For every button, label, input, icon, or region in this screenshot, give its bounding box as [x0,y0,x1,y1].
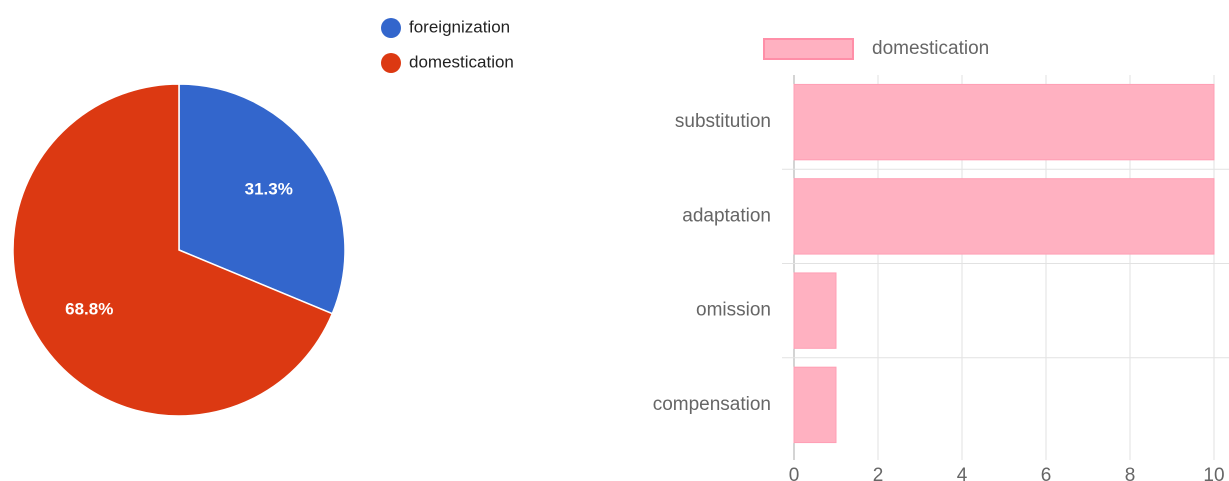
slice-label: 31.3% [245,180,293,199]
x-tick-label: 10 [1203,465,1224,481]
y-tick-label: substitution [675,111,771,132]
legend-label: domestication [872,38,989,59]
legend-swatch [381,18,401,38]
x-tick-label: 0 [789,465,800,481]
y-tick-label: adaptation [682,205,771,226]
legend-swatch [763,38,854,60]
legend-label: foreignization [409,17,510,36]
x-tick-label: 6 [1041,465,1052,481]
pie-slice [178,83,346,315]
pie-slice [12,83,334,417]
y-tick-label: compensation [653,394,771,415]
y-tick-label: omission [696,300,771,321]
legend-label: domestication [409,52,514,71]
bar [793,83,1215,161]
x-tick-label: 4 [957,465,968,481]
bar [793,366,837,444]
slice-label: 68.8% [65,299,113,318]
legend-swatch [381,53,401,73]
x-tick-label: 2 [873,465,884,481]
bar [793,178,1215,255]
x-tick-label: 8 [1125,465,1136,481]
bar [793,272,837,349]
